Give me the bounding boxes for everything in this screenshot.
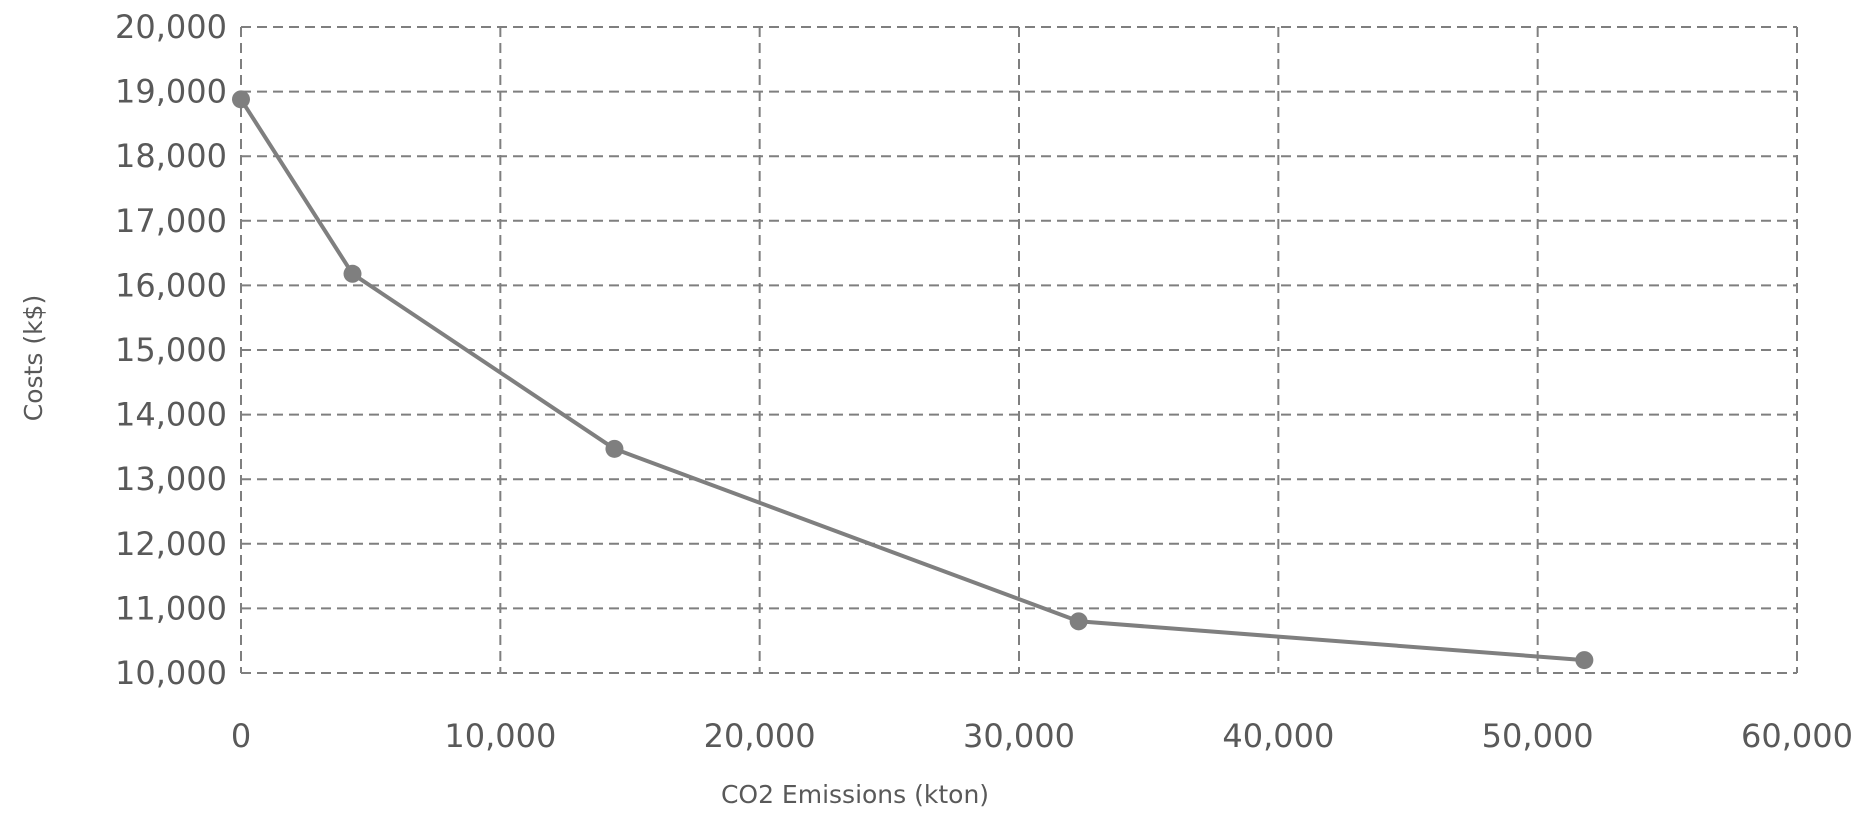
x-tick-label: 50,000 (1482, 717, 1594, 755)
y-tick-label: 18,000 (115, 137, 227, 175)
data-point (343, 264, 362, 283)
x-tick-label: 40,000 (1222, 717, 1334, 755)
y-axis-ticks: 20,000 19,000 18,000 17,000 16,000 15,000 14,0… (115, 8, 227, 692)
x-tick-label: 20,000 (704, 717, 816, 755)
x-axis-title: CO2 Emissions (kton) (721, 780, 989, 809)
grid (240, 26, 1798, 674)
x-tick-label: 30,000 (963, 717, 1075, 755)
x-tick-label: 10,000 (444, 717, 556, 755)
y-tick-label: 12,000 (115, 525, 227, 563)
series-layer (232, 90, 1594, 670)
y-tick-label: 19,000 (115, 73, 227, 111)
x-axis-ticks: 0 10,000 20,000 30,000 40,000 50,000 60,000 (231, 717, 1853, 755)
data-point (605, 439, 624, 458)
y-tick-label: 14,000 (115, 396, 227, 434)
x-tick-label: 60,000 (1741, 717, 1853, 755)
x-tick-label: 0 (231, 717, 251, 755)
y-tick-label: 11,000 (115, 589, 227, 627)
data-point (1575, 651, 1594, 670)
data-point (1069, 612, 1088, 631)
y-tick-label: 16,000 (115, 266, 227, 304)
y-tick-label: 10,000 (115, 654, 227, 692)
y-tick-label: 17,000 (115, 202, 227, 240)
y-tick-label: 20,000 (115, 8, 227, 46)
y-tick-label: 13,000 (115, 460, 227, 498)
y-tick-label: 15,000 (115, 331, 227, 369)
series-line (239, 98, 1585, 663)
data-point (232, 90, 250, 109)
y-axis-title: Costs (k$) (19, 295, 48, 421)
